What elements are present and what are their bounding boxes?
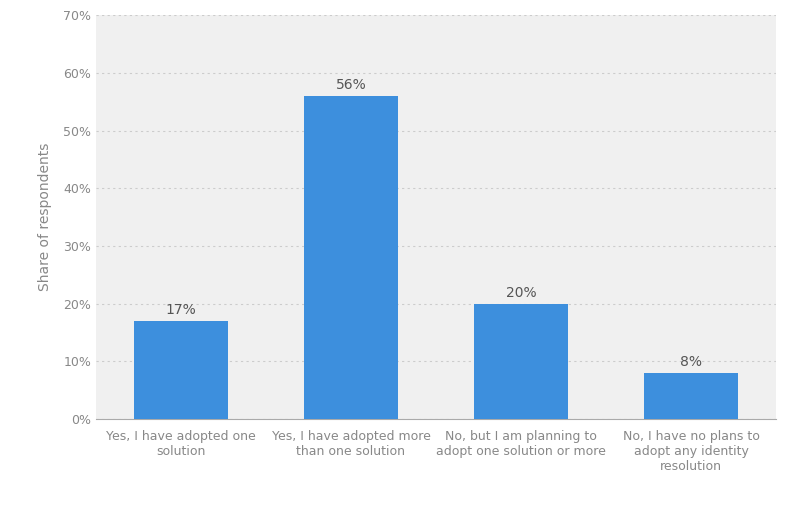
Text: 20%: 20% xyxy=(506,286,536,299)
Bar xyxy=(474,304,568,419)
Bar xyxy=(304,96,398,419)
Bar xyxy=(436,15,606,419)
Text: 8%: 8% xyxy=(680,355,702,369)
Bar xyxy=(134,321,228,419)
Bar xyxy=(96,15,266,419)
Text: 17%: 17% xyxy=(166,303,196,317)
Bar xyxy=(606,15,776,419)
Bar xyxy=(644,373,738,419)
Text: 56%: 56% xyxy=(336,78,366,92)
Bar xyxy=(266,15,436,419)
Y-axis label: Share of respondents: Share of respondents xyxy=(38,143,52,291)
